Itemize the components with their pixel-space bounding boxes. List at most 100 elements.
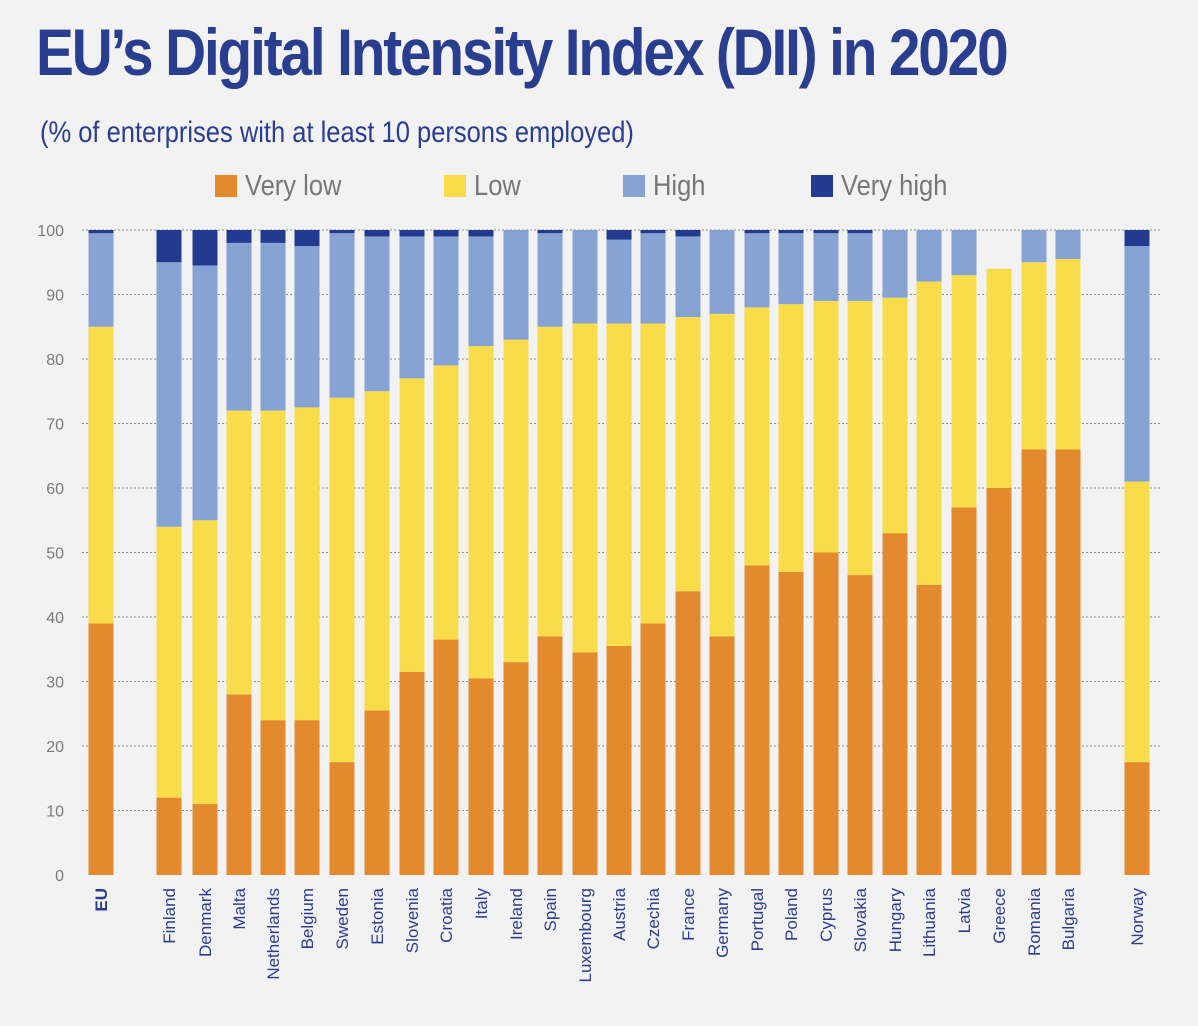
x-category-label: Luxembourg [576,888,595,983]
legend: Very low Low High Very high [0,166,1198,206]
y-tick-label: 80 [46,352,64,369]
bar-segment-very-low [986,488,1012,875]
bar-segment-low [744,307,770,566]
y-tick-label: 50 [46,546,64,563]
bar-segment-high [537,233,563,327]
bar-segment-high [882,230,908,298]
bar-segment-high [847,233,873,301]
x-category-label: Estonia [368,887,387,944]
bar-segment-high [192,265,218,521]
bar-segment-very-low [294,720,320,875]
y-tick-label: 0 [55,868,64,885]
bar-segment-very-high [778,230,804,234]
bar-segment-high [916,230,942,282]
bar-segment-high [572,230,598,324]
x-category-label: Belgium [298,888,317,949]
bar-segment-very-low [364,710,390,875]
bar-segment-very-high [294,230,320,247]
bar-segment-low [329,397,355,763]
bar-segment-low [916,281,942,585]
bar-segment-high [1021,230,1047,263]
bar-segment-low [675,317,701,592]
bar-segment-very-high [813,230,839,234]
x-category-label: Malta [230,887,249,929]
x-category-label: Bulgaria [1059,887,1078,950]
bar-segment-very-high [744,230,770,234]
x-category-label: Austria [610,887,629,940]
bar-segment-very-high [847,230,873,234]
bar-segment-very-high [329,230,355,234]
bar-segment-very-low [882,533,908,875]
x-category-label: Italy [472,888,491,920]
bar-segment-low [537,326,563,637]
bar-segment-very-low [260,720,286,875]
bar-segment-low [951,275,977,508]
bar-segment-high [226,242,252,411]
bar-segment-high [744,233,770,308]
bar-segment-low [1021,262,1047,450]
bar-segment-very-low [88,623,114,875]
bar-segment-very-low [744,565,770,875]
bar-segment-very-high [192,230,218,266]
legend-label-high: High [653,169,706,202]
y-tick-label: 70 [46,417,64,434]
chart-title: EU’s Digital Intensity Index (DII) in 20… [36,15,1009,89]
bar-segment-very-low [709,636,735,875]
x-category-label: Slovakia [851,887,870,952]
bar-segment-very-low [813,552,839,875]
x-category-label: Latvia [955,887,974,933]
bar-segment-very-high [226,230,252,243]
legend-swatch-very-high [811,175,833,197]
x-category-label: Lithuania [920,887,939,957]
legend-label-very-low: Very low [245,169,342,202]
bar-segment-very-high [433,230,459,237]
bar-segment-high [606,239,632,324]
bar-segment-very-high [399,230,425,237]
x-category-label: Hungary [886,888,905,953]
bar-segment-low [986,268,1012,488]
legend-item-low: Low [444,166,527,206]
bar-segment-low [156,526,182,798]
x-category-label: Denmark [196,888,215,957]
x-category-label: Ireland [507,888,526,940]
bar-segment-low [260,410,286,721]
bar-segment-high [260,242,286,411]
bar-segment-very-low [778,571,804,875]
x-category-label: Spain [541,888,560,931]
bar-segment-very-low [1021,449,1047,875]
legend-label-low: Low [474,169,521,202]
bar-segment-low [778,304,804,572]
bar-segment-low [882,297,908,534]
legend-item-high: High [623,166,713,206]
bar-segment-low [364,391,390,711]
y-tick-label: 40 [46,610,64,627]
bar-segment-low [226,410,252,695]
x-category-label: Norway [1128,888,1147,946]
bar-segment-very-low [675,591,701,875]
x-category-label: Netherlands [264,888,283,980]
bar-segment-low [399,378,425,672]
bar-segment-very-low [951,507,977,875]
bar-segment-high [640,233,666,324]
bar-segment-very-low [572,652,598,875]
bar-segment-very-high [675,230,701,237]
bar-segment-low [606,323,632,647]
x-category-label: Greece [990,888,1009,944]
x-category-label: Finland [160,888,179,944]
bar-segment-low [640,323,666,624]
y-tick-label: 30 [46,675,64,692]
bar-segment-low [468,346,494,679]
bar-segment-low [572,323,598,653]
legend-item-very-high: Very high [811,166,962,206]
bar-segment-very-high [537,230,563,234]
bar-segment-low [192,520,218,805]
bar-segment-low [813,300,839,553]
bar-segment-high [364,236,390,392]
y-tick-label: 100 [37,223,64,240]
bar-segment-very-high [606,230,632,240]
legend-swatch-very-low [215,175,237,197]
y-tick-label: 60 [46,481,64,498]
bar-segment-very-low [606,646,632,875]
x-category-label: Slovenia [403,887,422,953]
